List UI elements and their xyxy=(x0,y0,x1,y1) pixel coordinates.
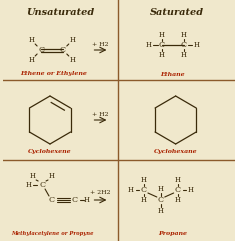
Text: C: C xyxy=(39,181,45,189)
Text: + H2: + H2 xyxy=(92,42,109,47)
Text: H: H xyxy=(180,31,187,39)
Text: H: H xyxy=(158,207,164,215)
Text: H: H xyxy=(193,41,200,49)
Text: H: H xyxy=(28,56,34,64)
Text: + 2H2: + 2H2 xyxy=(90,190,111,195)
Text: H: H xyxy=(28,36,34,44)
Text: C: C xyxy=(180,41,187,49)
Text: Unsaturated: Unsaturated xyxy=(26,8,94,17)
Text: Ethene or Ethylene: Ethene or Ethylene xyxy=(20,72,87,76)
Text: C: C xyxy=(158,196,164,204)
Text: H: H xyxy=(175,176,181,184)
Text: H: H xyxy=(70,36,76,44)
Text: Methylacetylene or Propyne: Methylacetylene or Propyne xyxy=(11,232,93,236)
Text: C: C xyxy=(60,46,66,54)
Text: H: H xyxy=(70,56,76,64)
Text: H: H xyxy=(29,172,35,180)
Text: H: H xyxy=(180,51,187,59)
Text: + H2: + H2 xyxy=(92,112,109,116)
Text: Cyclohexene: Cyclohexene xyxy=(28,149,72,154)
Text: H: H xyxy=(158,185,164,193)
Text: C: C xyxy=(141,186,147,194)
Text: C: C xyxy=(49,196,55,204)
Text: H: H xyxy=(175,196,181,204)
Text: H: H xyxy=(25,181,31,189)
Text: Ethane: Ethane xyxy=(160,72,185,76)
Text: C: C xyxy=(38,46,44,54)
Text: Propane: Propane xyxy=(158,232,187,236)
Text: Saturated: Saturated xyxy=(149,8,204,17)
Text: H: H xyxy=(159,51,165,59)
Text: H: H xyxy=(141,196,147,204)
Text: H: H xyxy=(49,172,55,180)
Text: H: H xyxy=(188,186,193,194)
Text: H: H xyxy=(159,31,165,39)
Text: H: H xyxy=(128,186,134,194)
Text: C: C xyxy=(72,196,78,204)
Text: H: H xyxy=(84,196,90,204)
Text: Cyclohexane: Cyclohexane xyxy=(154,149,197,154)
Text: H: H xyxy=(146,41,152,49)
Text: C: C xyxy=(159,41,165,49)
Text: C: C xyxy=(175,186,181,194)
Text: H: H xyxy=(141,176,147,184)
